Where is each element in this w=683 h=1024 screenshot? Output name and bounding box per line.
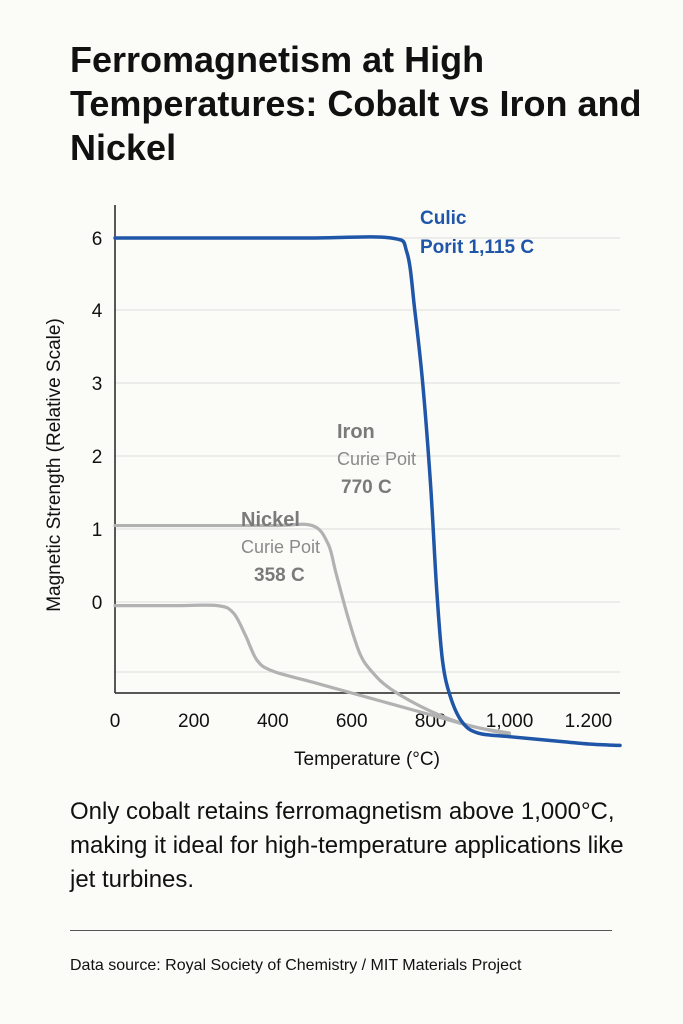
chart-title: Ferromagnetism at High Temperatures: Cob… [70, 39, 642, 168]
annotation-nickel-line-1: Nickel [241, 509, 300, 531]
annotation-cobalt-line-2: Porit 1,115 C [420, 237, 534, 258]
y-tick-labels: 6 4 3 2 1 0 [92, 229, 103, 614]
x-tick-label: 0 [110, 711, 121, 732]
y-tick-label: 6 [92, 229, 103, 250]
x-tick-label: 200 [178, 711, 210, 732]
y-tick-label: 4 [92, 301, 103, 322]
series-lines [113, 235, 622, 748]
x-tick-labels: 0 200 400 600 800 1,000 1.200 [110, 711, 613, 732]
y-tick-label: 0 [92, 593, 103, 614]
x-tick-label: 1,000 [486, 711, 534, 732]
annotation-iron-line-1: Iron [337, 421, 375, 443]
curie-annotations: Culic Porit 1,115 C Iron Curie Poit 770 C Nic… [241, 208, 534, 586]
divider [70, 930, 612, 931]
series-line-nickel [113, 603, 512, 737]
annotation-iron-line-2: Curie Poit [337, 449, 416, 469]
series-line-cobalt [113, 235, 622, 748]
series-line-iron [113, 522, 512, 735]
y-tick-label: 1 [92, 520, 103, 541]
source-note: Data source: Royal Society of Chemistry … [70, 957, 522, 974]
x-tick-label: 1.200 [565, 711, 613, 732]
x-tick-label: 600 [336, 711, 368, 732]
annotation-nickel-line-2: Curie Poit [241, 537, 320, 557]
axes [114, 205, 620, 694]
y-tick-label: 3 [92, 374, 103, 395]
x-axis-label: Temperature (°C) [294, 749, 440, 770]
y-axis-label: Magnetic Strength (Relative Scale) [44, 318, 65, 612]
caption: Only cobalt retains ferromagnetism above… [70, 798, 624, 893]
grid-lines [115, 237, 620, 673]
annotation-iron-line-3: 770 C [341, 477, 392, 498]
y-tick-label: 2 [92, 447, 103, 468]
x-tick-label: 400 [257, 711, 289, 732]
annotation-cobalt-line-1: Culic [420, 208, 467, 229]
annotation-nickel-line-3: 358 C [254, 565, 305, 586]
